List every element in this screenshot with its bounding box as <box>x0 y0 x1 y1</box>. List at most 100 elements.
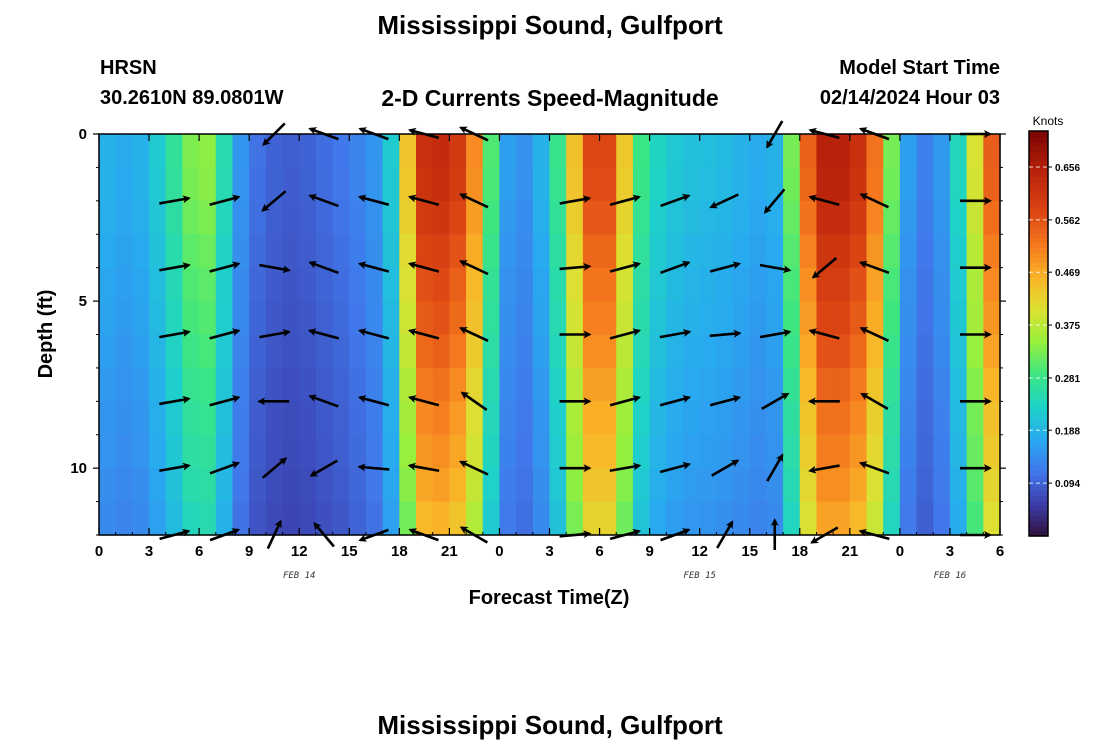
heatmap-cell <box>349 267 367 302</box>
current-vector <box>766 453 784 482</box>
current-vector <box>357 395 390 407</box>
current-vector <box>357 194 390 206</box>
heatmap-cell <box>365 401 384 436</box>
x-tick-label: 6 <box>595 543 603 560</box>
heatmap-cell <box>549 501 567 536</box>
colorbar-segment <box>1029 141 1048 147</box>
heatmap-cell <box>833 200 851 235</box>
heatmap-cell <box>649 468 667 503</box>
heatmap-cell <box>899 301 918 336</box>
colorbar: 0.094 0.188 0.281 0.375 0.469 0.562 0.656 <box>1028 130 1080 537</box>
heatmap-cell <box>899 134 918 169</box>
heatmap-cell <box>182 434 200 469</box>
heatmap-cell <box>582 167 601 202</box>
colorbar-segment <box>1029 394 1048 400</box>
heatmap-cell <box>733 468 751 503</box>
heatmap-cell <box>382 468 400 503</box>
heatmap-cell <box>599 367 617 402</box>
current-vector <box>159 395 191 406</box>
heatmap-cell <box>99 468 117 503</box>
heatmap-cell <box>916 167 934 202</box>
heatmap-cell <box>165 167 184 202</box>
heatmap-cell <box>949 501 968 536</box>
heatmap-cell <box>99 301 117 336</box>
heatmap-cell <box>916 200 934 235</box>
heatmap-cell <box>849 267 868 302</box>
heatmap-cell <box>115 134 133 169</box>
heatmap-cell <box>449 134 467 169</box>
heatmap-cell <box>532 367 551 402</box>
heatmap-cell <box>132 167 150 202</box>
heatmap-cell <box>616 367 634 402</box>
heatmap-cell <box>916 468 934 503</box>
heatmap-cell <box>432 434 450 469</box>
heatmap-cell <box>899 200 918 235</box>
heatmap-cell <box>733 367 751 402</box>
heatmap-cell <box>416 134 434 169</box>
heatmap-cell <box>282 301 300 336</box>
heatmap-cell <box>516 334 534 369</box>
colorbar-segment <box>1029 353 1048 360</box>
heatmap-cell <box>482 468 501 503</box>
heatmap-cell <box>649 234 667 269</box>
heatmap-cell <box>416 167 434 202</box>
heatmap-cell <box>132 301 150 336</box>
heatmap-cell <box>716 234 734 269</box>
heatmap-cell <box>783 334 801 369</box>
heatmap-cell <box>332 234 350 269</box>
heatmap-cell <box>933 267 951 302</box>
heatmap-cell <box>399 200 417 235</box>
heatmap-cell <box>349 434 367 469</box>
heatmap-cell <box>182 200 200 235</box>
heatmap-cell <box>783 267 801 302</box>
heatmap-cell <box>949 334 968 369</box>
heatmap-cell <box>232 200 250 235</box>
model-name: HRSN <box>100 57 157 79</box>
heatmap-cell <box>499 234 517 269</box>
heatmap-cell <box>799 200 818 235</box>
heatmap-cell <box>165 434 184 469</box>
colorbar-segment <box>1029 262 1048 269</box>
heatmap-cell <box>699 334 717 369</box>
heatmap-cell <box>716 200 734 235</box>
heatmap-cell <box>165 234 184 269</box>
heatmap-cell <box>115 167 133 202</box>
heatmap-cell <box>582 134 601 169</box>
heatmap-cell <box>432 301 450 336</box>
heatmap-cell <box>299 334 317 369</box>
heatmap-cell <box>699 434 717 469</box>
colorbar-tick-label: 0.375 <box>1055 321 1080 332</box>
heatmap-cell <box>232 501 250 536</box>
heatmap-cell <box>682 234 701 269</box>
heatmap-cell <box>132 134 150 169</box>
heatmap-cell <box>482 367 501 402</box>
heatmap-cell <box>132 401 150 436</box>
heatmap-cell <box>916 401 934 436</box>
heatmap-cell <box>649 167 667 202</box>
heatmap-cell <box>816 234 834 269</box>
heatmap-cell <box>299 401 317 436</box>
heatmap-cell <box>566 334 584 369</box>
heatmap-cell <box>249 401 267 436</box>
heatmap-cell <box>933 434 951 469</box>
heatmap-cell <box>866 167 884 202</box>
footer-title: Mississippi Sound, Gulfport <box>377 710 723 740</box>
heatmap-cell <box>265 301 284 336</box>
current-vector <box>759 263 792 274</box>
heatmap-cell <box>983 167 1001 202</box>
heatmap-cell <box>365 434 384 469</box>
heatmap-cell <box>599 200 617 235</box>
heatmap-cell <box>532 401 551 436</box>
heatmap-cell <box>682 200 701 235</box>
heatmap-cell <box>299 501 317 536</box>
heatmap-cell <box>416 234 434 269</box>
current-vector <box>858 461 890 475</box>
model-start-value: 02/14/2024 Hour 03 <box>819 87 1000 109</box>
current-vector <box>559 195 592 205</box>
current-vector <box>261 190 287 212</box>
colorbar-segment <box>1029 308 1048 314</box>
colorbar-segment <box>1029 490 1048 497</box>
heatmap-cell <box>883 267 901 302</box>
heatmap-cell <box>382 267 400 302</box>
heatmap-cell <box>182 367 200 402</box>
